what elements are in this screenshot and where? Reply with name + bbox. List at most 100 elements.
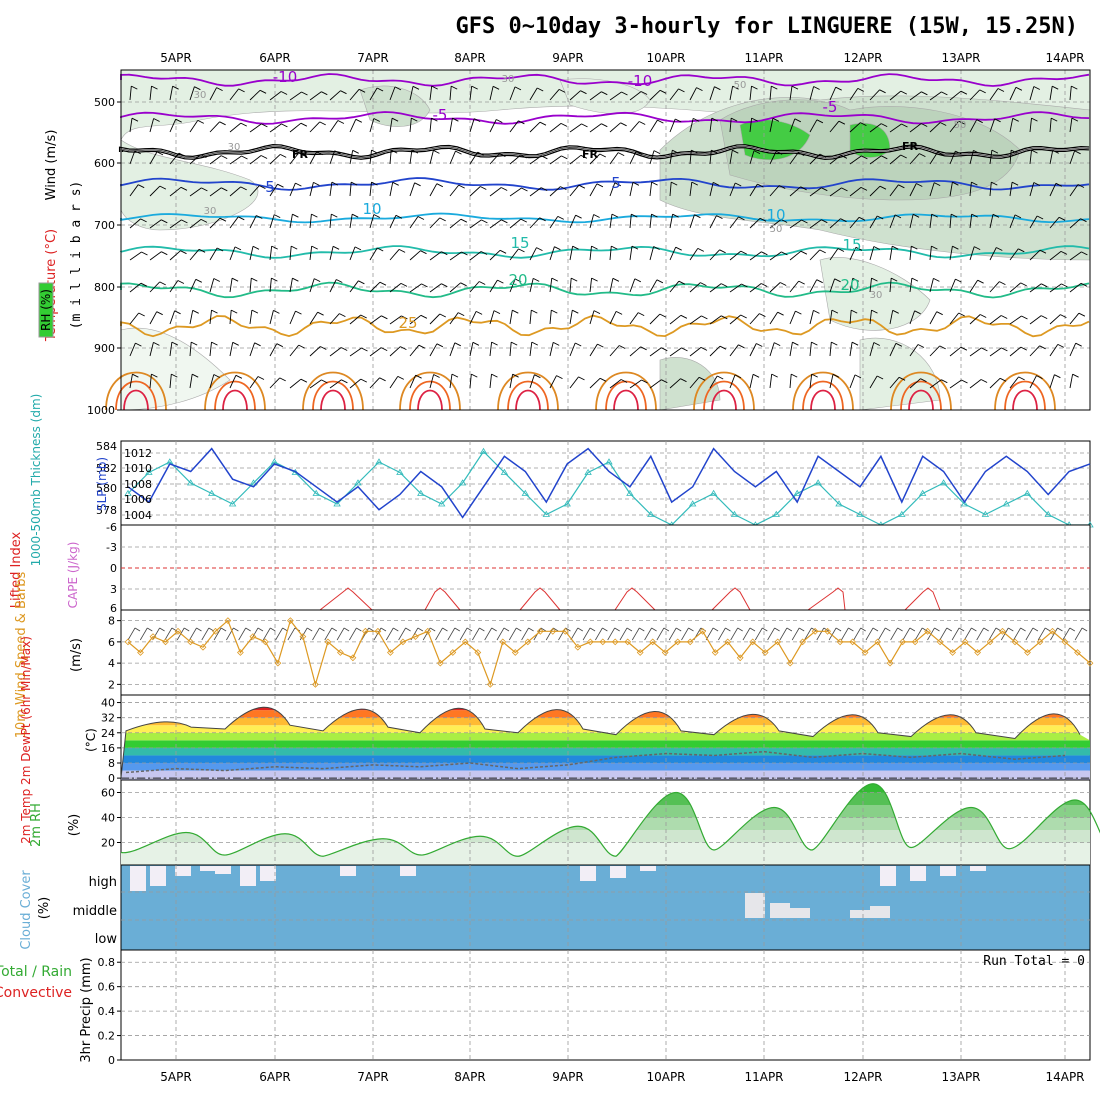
wind-barb-54 (791, 627, 800, 641)
upper-barb-flag-145 (420, 250, 427, 255)
hot-lobe-5-0 (595, 371, 657, 411)
upper-barb-flag-412 (955, 150, 962, 155)
hot-lobe-8-2 (908, 389, 934, 411)
upper-barb-flag-285 (697, 247, 705, 252)
upper-barb-287 (689, 315, 702, 325)
wind-point-25 (436, 659, 444, 667)
thick-tick-580: 580 (96, 482, 117, 495)
wind-barb-flag-38 (602, 627, 608, 632)
wind-point-1 (137, 649, 144, 656)
upper-barb-378 (869, 342, 875, 357)
upper-barb-flag-338 (792, 341, 799, 346)
upper-barb-404 (929, 214, 933, 229)
upper-barb-flag-249 (620, 379, 628, 383)
wind-barb-flag-10 (257, 627, 264, 632)
cape-tick-0: -6 (106, 521, 117, 534)
upper-barb-flag-390 (921, 91, 928, 96)
upper-barb-flag-410 (960, 90, 968, 95)
top-date-6APR: 6APR (259, 51, 290, 65)
upper-barb-261 (649, 119, 658, 133)
upper-barb-318 (749, 343, 757, 357)
upper-barb-402 (929, 151, 938, 165)
upper-barb-323 (769, 185, 780, 197)
upper-barb-flag-129 (379, 377, 386, 382)
wind-barb-29 (484, 627, 493, 641)
upper-barb-113 (349, 182, 352, 197)
upper-barb-183 (489, 187, 502, 197)
hot-lobe-0-1 (115, 380, 157, 411)
upper-barb-flag-237 (593, 310, 601, 315)
upper-barb-flag-112 (352, 149, 359, 154)
thickness-point-22 (584, 468, 592, 475)
upper-barb-flag-451 (1031, 117, 1038, 122)
top-date-labels: 5APR 6APR 7APR 8APR 9APR 10APR 11APR 12APR 13APR… (160, 51, 1084, 65)
upper-barb-153 (429, 183, 438, 197)
upper-barb-38 (189, 342, 192, 357)
rh-label-2: 30 (204, 206, 217, 217)
upper-barb-flag-239 (599, 377, 607, 382)
upper-barb-141 (409, 118, 412, 133)
wind-barb-6 (201, 627, 210, 641)
upper-barb-233 (589, 183, 598, 197)
upper-barb-flag-34 (200, 218, 208, 223)
upper-barb-flag-416 (955, 278, 962, 283)
upper-barb-flag-167 (457, 312, 465, 317)
upper-barb-416 (949, 278, 956, 293)
upper-barb-469 (1049, 374, 1055, 389)
upper-barb-360 (849, 88, 859, 101)
upper-barb-flag-453 (1033, 182, 1041, 186)
upper-barb-466 (1049, 283, 1062, 293)
upper-barb-355 (829, 248, 839, 261)
upper-barb-95 (309, 246, 313, 261)
upper-barb-flag-287 (701, 315, 708, 320)
upper-barb-flag-321 (772, 117, 780, 122)
upper-barb-229 (569, 376, 579, 389)
upper-barb-flag-398 (917, 344, 925, 348)
lifted-index-bump-3 (614, 587, 656, 611)
rh-label-1: 30 (228, 142, 241, 153)
hot-lobe-0-0 (105, 371, 167, 411)
wind-barb-69 (976, 627, 985, 641)
upper-barb-232 (589, 153, 601, 165)
upper-barb-flag-225 (572, 245, 579, 250)
wind-barb-31 (508, 627, 517, 641)
upper-barb-250 (629, 91, 642, 101)
upper-barb-464 (1049, 217, 1060, 229)
wind-barb-58 (841, 627, 849, 641)
upper-barb-flag-47 (211, 309, 218, 314)
upper-barb-flag-466 (1061, 283, 1068, 288)
hot-lobe-4-0 (497, 371, 559, 411)
upper-barb-flag-358 (831, 341, 838, 346)
upper-barb-flag-414 (950, 213, 958, 218)
upper-barb-flag-204 (539, 217, 546, 222)
upper-barb-412 (949, 150, 956, 165)
upper-barb-flag-2 (134, 150, 142, 155)
upper-barb-306 (729, 283, 742, 293)
wind-point-5 (187, 638, 194, 646)
thickness-point-3 (186, 479, 195, 486)
upper-barb-388 (889, 343, 897, 357)
upper-barb-41 (209, 121, 220, 133)
upper-barb-flag-64 (256, 215, 263, 219)
upper-barb-flag-89 (300, 378, 308, 383)
wind-barb-flag-41 (639, 627, 645, 632)
upper-barb-flag-402 (937, 151, 944, 156)
upper-barb-353 (829, 187, 842, 197)
wind-point-41 (636, 649, 644, 656)
upper-barb-362 (849, 155, 862, 165)
upper-barb-flag-169 (451, 373, 459, 378)
thickness-point-12 (375, 458, 383, 465)
upper-barb-239 (589, 377, 601, 389)
wind-barb-flag-8 (233, 627, 239, 632)
upper-barb-307 (729, 314, 741, 325)
upper-barb-flag-247 (615, 310, 623, 315)
contour-label-15: FR (902, 140, 919, 153)
top-date-12APR: 12APR (843, 51, 882, 65)
upper-barb-flag-31 (197, 119, 205, 124)
wind-barb-flag-48 (725, 627, 731, 632)
wind-barb-62 (890, 627, 898, 641)
upper-barb-210 (549, 89, 560, 101)
hot-lobe-9-0 (994, 371, 1056, 411)
upper-barb-flag-462 (1052, 149, 1059, 154)
